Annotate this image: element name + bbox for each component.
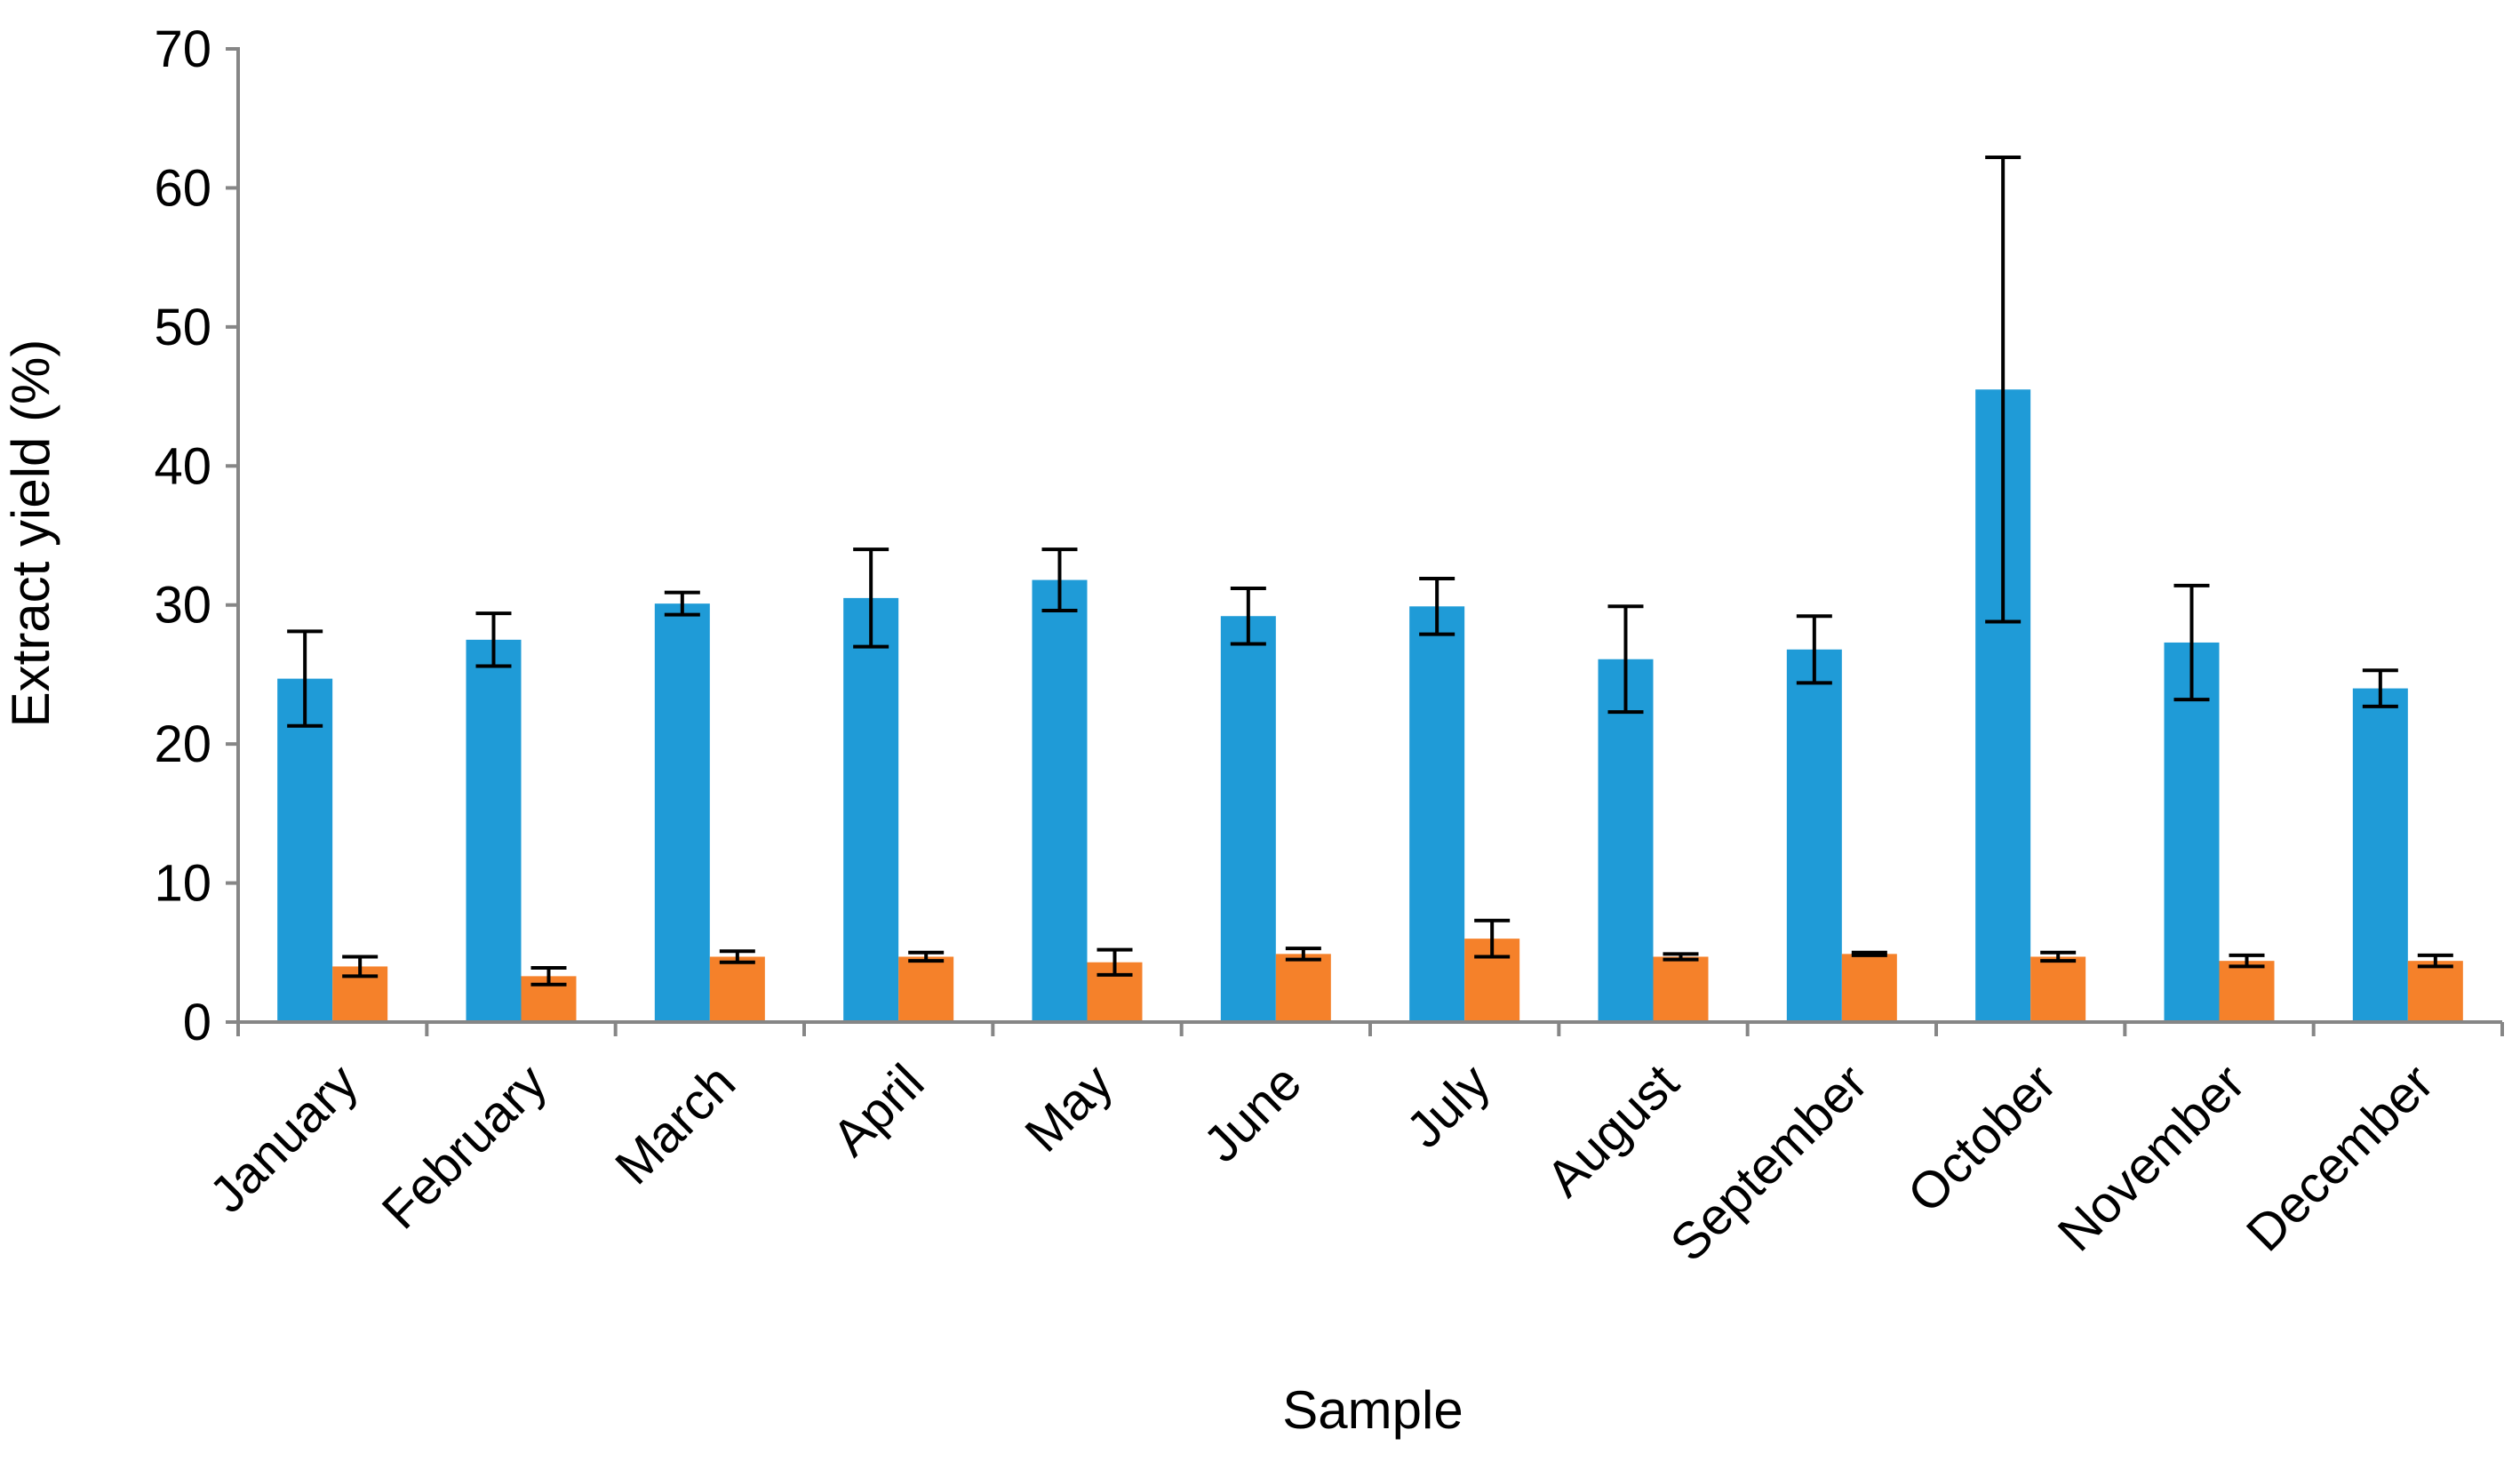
y-tick-label: 50 (154, 299, 211, 356)
bar-s2-september (1841, 954, 1897, 1022)
bar-s1-august (1598, 659, 1654, 1022)
axes-layer (226, 47, 2504, 1036)
error-bar-s1-july (1419, 576, 1455, 636)
error-bar-s1-november (2173, 583, 2210, 702)
y-axis-title: Extract yield (%) (1, 340, 60, 728)
error-bar-s1-september (1796, 614, 1832, 685)
bar-s1-september (1786, 649, 1842, 1022)
error-bar-s1-january (287, 629, 323, 728)
error-bar-s2-january (342, 955, 379, 979)
y-tick-label: 0 (183, 994, 211, 1051)
x-tick-label-january: January (198, 1053, 369, 1224)
error-bar-s2-february (530, 965, 567, 987)
bar-s1-january (277, 678, 333, 1022)
bar-s2-august (1653, 956, 1709, 1022)
y-tick-label: 10 (154, 855, 211, 913)
error-bar-s2-november (2229, 953, 2265, 969)
error-bar-s2-may (1097, 947, 1133, 977)
bar-s2-june (1275, 954, 1331, 1022)
error-bar-s2-august (1663, 952, 1699, 962)
x-tick-label-november: November (2047, 1053, 2256, 1262)
error-bar-s2-july (1474, 918, 1511, 959)
x-tick-label-december: December (2236, 1053, 2444, 1262)
y-tick-label: 40 (154, 437, 211, 495)
error-bar-s1-april (853, 547, 889, 649)
bar-s2-march (709, 956, 765, 1022)
y-tick-label: 70 (154, 20, 211, 78)
y-tick-label: 30 (154, 577, 211, 635)
x-tick-label-july: July (1395, 1053, 1501, 1159)
error-bar-s1-february (475, 611, 512, 668)
bar-s2-october (2030, 956, 2086, 1022)
error-bars-layer (287, 156, 2453, 987)
error-bar-s2-april (908, 950, 945, 963)
x-tick-label-september: September (1659, 1053, 1878, 1273)
y-tick-label: 20 (154, 715, 211, 773)
error-bar-s2-september (1851, 950, 1887, 957)
bar-s1-april (843, 597, 899, 1022)
bar-s1-march (654, 603, 710, 1022)
bar-s1-june (1220, 616, 1276, 1022)
error-bar-s2-march (719, 949, 755, 964)
error-bar-s1-june (1230, 586, 1266, 646)
x-tick-label-june: June (1192, 1053, 1312, 1173)
bar-s1-may (1032, 579, 1088, 1022)
bars-layer (277, 389, 2463, 1022)
error-bar-s2-june (1285, 947, 1321, 962)
bar-s1-december (2352, 688, 2408, 1022)
bar-s1-february (466, 639, 522, 1022)
error-bar-s1-october (1985, 156, 2022, 624)
error-bar-s1-march (664, 590, 700, 617)
bar-s2-december (2407, 961, 2463, 1022)
x-tick-label-october: October (1897, 1053, 2068, 1224)
error-bar-s1-may (1041, 547, 1078, 612)
x-tick-label-august: August (1535, 1053, 1690, 1208)
error-bar-s1-august (1607, 604, 1644, 715)
x-tick-label-april: April (821, 1053, 935, 1167)
error-bar-s2-october (2040, 950, 2077, 963)
y-tick-label: 60 (154, 159, 211, 217)
x-tick-label-may: May (1014, 1053, 1123, 1162)
bar-s1-july (1409, 606, 1465, 1022)
error-bar-s1-december (2362, 668, 2398, 708)
x-axis-title: Sample (1282, 1380, 1463, 1440)
error-bar-s2-december (2417, 953, 2453, 969)
bar-s1-november (2164, 642, 2220, 1022)
bar-s2-april (898, 956, 954, 1022)
x-tick-label-march: March (604, 1053, 746, 1195)
bar-s2-november (2219, 961, 2275, 1022)
x-tick-label-february: February (371, 1053, 558, 1240)
